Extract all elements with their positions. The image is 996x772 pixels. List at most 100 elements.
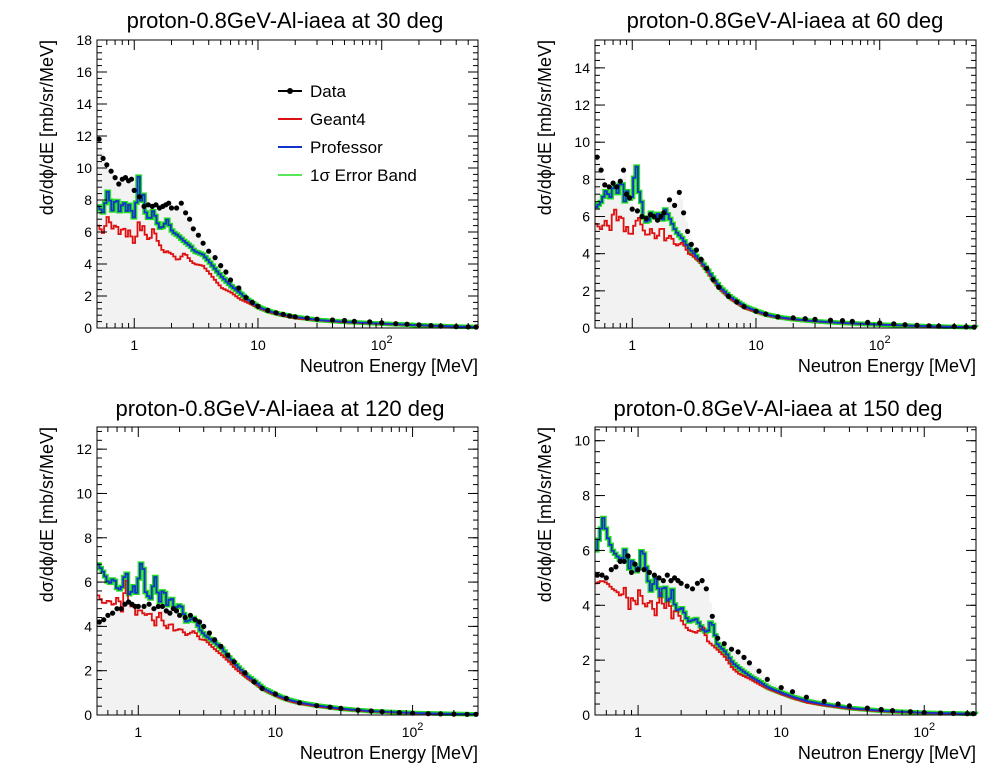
data-point bbox=[764, 676, 770, 682]
y-tick-label: 16 bbox=[76, 64, 92, 80]
y-tick-label: 12 bbox=[574, 97, 590, 113]
data-point bbox=[464, 711, 470, 717]
data-point bbox=[131, 187, 137, 193]
data-point bbox=[666, 197, 673, 203]
data-point bbox=[473, 711, 479, 717]
data-point bbox=[678, 580, 684, 586]
chart-title: proton-0.8GeV-Al-iaea at 150 deg bbox=[613, 396, 942, 421]
data-point bbox=[141, 603, 147, 610]
data-point bbox=[689, 586, 696, 592]
data-point bbox=[681, 210, 687, 216]
data-point bbox=[351, 318, 357, 324]
data-point bbox=[187, 216, 193, 222]
data-point bbox=[599, 572, 605, 578]
data-point bbox=[428, 323, 434, 329]
data-point bbox=[116, 181, 122, 187]
data-shade bbox=[595, 557, 976, 715]
y-tick-label: 4 bbox=[582, 246, 590, 262]
data-point bbox=[812, 316, 818, 322]
y-tick-label: 14 bbox=[574, 60, 590, 76]
data-point bbox=[166, 200, 172, 206]
data-point bbox=[735, 649, 741, 655]
plot-frame bbox=[96, 426, 479, 716]
data-point bbox=[104, 162, 110, 168]
x-tick-label: 10 bbox=[773, 724, 789, 740]
y-tick-label: 8 bbox=[582, 171, 590, 187]
legend-label-data: Data bbox=[310, 82, 346, 101]
data-point bbox=[790, 315, 796, 321]
y-axis-label: dσ/dϕ/dE [mb/sr/MeV] bbox=[37, 427, 57, 602]
data-point bbox=[651, 213, 657, 220]
x-tick-label: 10 bbox=[250, 337, 266, 353]
data-point bbox=[341, 317, 348, 324]
data-point bbox=[218, 643, 224, 649]
data-point bbox=[338, 705, 344, 712]
chart-title: proton-0.8GeV-Al-iaea at 60 deg bbox=[627, 8, 944, 33]
data-point bbox=[251, 679, 257, 685]
plot-frame bbox=[96, 39, 479, 329]
data-point bbox=[136, 194, 142, 200]
data-point bbox=[827, 317, 834, 323]
data-point bbox=[243, 295, 249, 301]
data-point bbox=[789, 689, 796, 695]
data-point bbox=[101, 617, 107, 623]
legend-label-geant4: Geant4 bbox=[310, 110, 366, 129]
data-point bbox=[314, 316, 320, 322]
data-point bbox=[283, 695, 289, 702]
data-point bbox=[212, 637, 218, 643]
data-point bbox=[606, 184, 612, 190]
data-point bbox=[835, 701, 841, 707]
data-point bbox=[297, 700, 303, 706]
data-point bbox=[187, 612, 193, 618]
x-tick-label: 102 bbox=[402, 721, 424, 740]
data-point bbox=[393, 321, 399, 327]
legend-label-professor: Professor bbox=[310, 138, 383, 157]
data-point bbox=[614, 184, 620, 190]
data-point bbox=[610, 180, 616, 186]
data-point bbox=[190, 226, 196, 232]
y-tick-label: 2 bbox=[84, 663, 92, 679]
data-point bbox=[327, 704, 333, 710]
data-point bbox=[646, 569, 653, 576]
panel-1: proton-0.8GeV-Al-iaea at 30 deg 0 2 4 6 8 10 12… bbox=[37, 8, 479, 376]
data-shade bbox=[595, 157, 976, 328]
data-point bbox=[775, 314, 781, 320]
y-tick-label: 10 bbox=[76, 485, 92, 501]
data-point bbox=[329, 317, 336, 323]
data-point bbox=[100, 155, 106, 161]
data-point bbox=[197, 619, 203, 625]
data-point bbox=[741, 654, 747, 661]
data-point bbox=[218, 263, 224, 269]
legend-label-band: 1σ Error Band bbox=[310, 166, 417, 185]
chart-title: proton-0.8GeV-Al-iaea at 30 deg bbox=[127, 8, 444, 33]
y-tick-label: 14 bbox=[76, 96, 92, 112]
data-point bbox=[249, 299, 255, 305]
data-point bbox=[629, 206, 635, 212]
data-point bbox=[617, 558, 623, 565]
y-tick-label: 6 bbox=[84, 224, 92, 240]
data-point bbox=[684, 583, 690, 589]
data-point bbox=[734, 299, 740, 305]
data-point bbox=[639, 213, 645, 220]
data-point bbox=[839, 318, 846, 324]
data-point bbox=[272, 691, 278, 697]
y-tick-label: 2 bbox=[582, 652, 590, 668]
y-tick-label: 18 bbox=[76, 32, 92, 48]
data-point bbox=[621, 558, 627, 565]
y-tick-label: 2 bbox=[582, 283, 590, 299]
legend: Data Geant4 Professor 1σ Error Band bbox=[278, 82, 417, 185]
data-point bbox=[259, 685, 265, 692]
y-tick-label: 12 bbox=[76, 441, 92, 457]
data-point bbox=[613, 564, 619, 570]
y-tick-label: 8 bbox=[84, 192, 92, 208]
data-point bbox=[725, 293, 732, 299]
data-point bbox=[821, 698, 827, 704]
y-axis-label: dσ/dϕ/dE [mb/sr/MeV] bbox=[535, 427, 555, 602]
data-point bbox=[112, 175, 118, 181]
data-point bbox=[746, 660, 753, 666]
data-point bbox=[201, 623, 207, 630]
y-tick-label: 10 bbox=[574, 134, 590, 150]
data-point bbox=[685, 228, 691, 234]
plot-frame bbox=[594, 426, 977, 716]
plot-frame bbox=[594, 39, 977, 329]
